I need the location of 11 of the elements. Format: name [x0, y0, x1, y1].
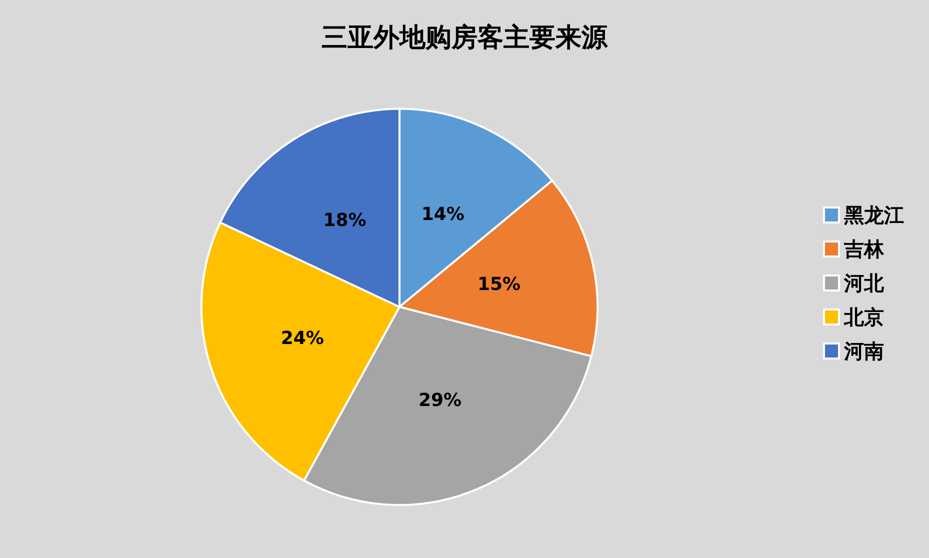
legend-label: 黑龙江 [843, 203, 904, 227]
legend-label: 吉林 [843, 237, 885, 261]
data-label: 14% [421, 204, 464, 226]
data-label: 18% [323, 210, 366, 232]
legend-label: 北京 [843, 305, 884, 329]
legend-label: 河南 [843, 339, 884, 363]
chart-title: 三亚外地购房客主要来源 [322, 23, 608, 53]
data-label: 24% [280, 328, 324, 349]
data-label: 29% [418, 390, 462, 412]
legend-label: 河北 [843, 271, 885, 295]
data-label: 15% [478, 274, 521, 296]
